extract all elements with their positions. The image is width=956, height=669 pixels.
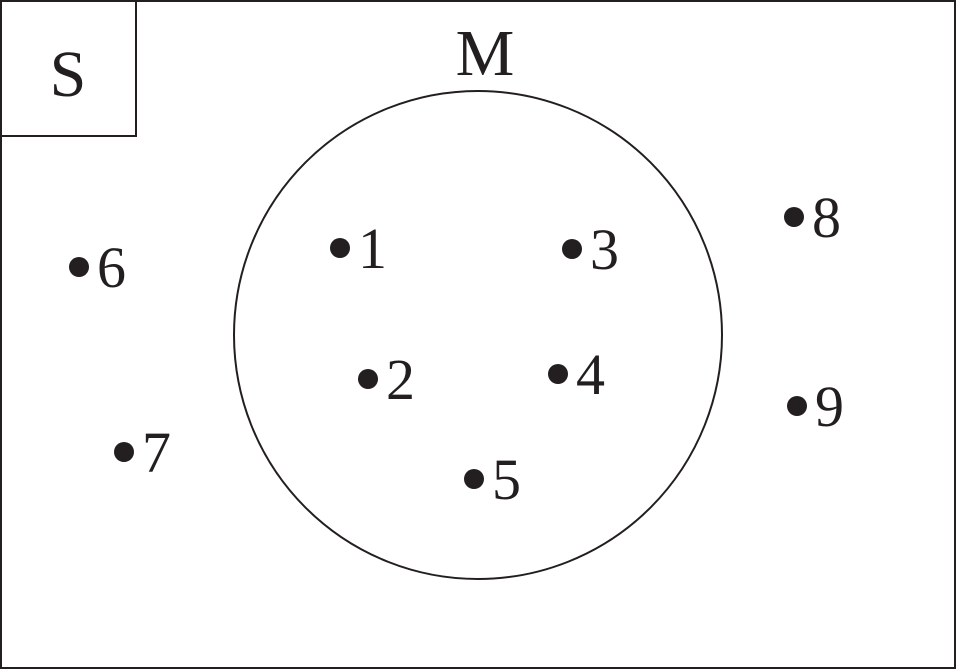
element-label: 8 bbox=[812, 185, 841, 250]
element-label: 1 bbox=[358, 216, 387, 281]
element-label: 4 bbox=[576, 342, 605, 407]
element-dot bbox=[562, 239, 582, 259]
element-6: 6 bbox=[69, 235, 126, 300]
set-m-circle bbox=[233, 90, 723, 580]
element-5: 5 bbox=[464, 447, 521, 512]
element-label: 7 bbox=[142, 420, 171, 485]
element-3: 3 bbox=[562, 217, 619, 282]
element-2: 2 bbox=[358, 347, 415, 412]
element-1: 1 bbox=[330, 216, 387, 281]
universal-set-label-box bbox=[0, 0, 137, 137]
element-dot bbox=[69, 257, 89, 277]
element-label: 5 bbox=[492, 447, 521, 512]
element-9: 9 bbox=[787, 374, 844, 439]
element-label: 3 bbox=[590, 217, 619, 282]
element-7: 7 bbox=[114, 420, 171, 485]
element-dot bbox=[548, 364, 568, 384]
element-label: 6 bbox=[97, 235, 126, 300]
universal-set-label: S bbox=[50, 38, 87, 111]
element-dot bbox=[787, 396, 807, 416]
element-dot bbox=[358, 369, 378, 389]
element-label: 9 bbox=[815, 374, 844, 439]
element-dot bbox=[784, 207, 804, 227]
element-8: 8 bbox=[784, 185, 841, 250]
element-dot bbox=[464, 469, 484, 489]
element-4: 4 bbox=[548, 342, 605, 407]
element-label: 2 bbox=[386, 347, 415, 412]
element-dot bbox=[114, 442, 134, 462]
set-m-label: M bbox=[456, 17, 515, 90]
element-dot bbox=[330, 238, 350, 258]
